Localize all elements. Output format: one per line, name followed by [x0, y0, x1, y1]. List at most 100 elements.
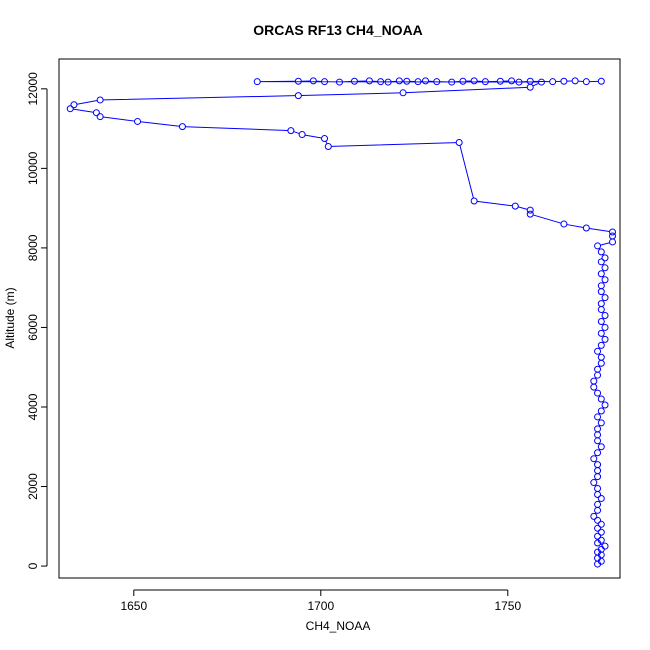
data-point: [496, 77, 504, 85]
data-point: [294, 77, 302, 85]
data-point: [594, 371, 602, 379]
data-point: [594, 506, 602, 514]
data-point: [594, 500, 602, 508]
data-point: [594, 413, 602, 421]
data-point: [597, 419, 605, 427]
data-point: [594, 425, 602, 433]
data-point: [414, 78, 422, 86]
data-point: [597, 494, 605, 502]
y-tick-label: 8000: [26, 234, 40, 261]
data-point: [597, 353, 605, 361]
data-point: [601, 312, 609, 320]
data-point: [403, 77, 411, 85]
data-point: [365, 77, 373, 85]
data-point: [594, 347, 602, 355]
data-point: [597, 77, 605, 85]
data-point: [609, 228, 617, 236]
data-point: [597, 341, 605, 349]
chart-title: ORCAS RF13 CH4_NOAA: [253, 22, 423, 38]
data-point: [601, 264, 609, 272]
data-point: [470, 77, 478, 85]
data-point: [594, 389, 602, 397]
data-point: [590, 383, 598, 391]
data-point: [601, 276, 609, 284]
data-point: [597, 536, 605, 544]
data-point: [582, 224, 590, 232]
data-point: [377, 78, 385, 86]
data-point: [549, 78, 557, 86]
data-point: [597, 306, 605, 314]
data-point: [597, 282, 605, 290]
data-point: [350, 77, 358, 85]
data-point: [597, 248, 605, 256]
y-tick-label: 6000: [26, 314, 40, 341]
data-point: [594, 242, 602, 250]
data-point: [594, 365, 602, 373]
data-point: [526, 210, 534, 218]
data-point: [96, 96, 104, 104]
data-point: [399, 89, 407, 97]
data-point: [422, 77, 430, 85]
data-point: [508, 77, 516, 85]
data-point: [287, 127, 295, 135]
data-point: [134, 117, 142, 125]
data-point: [590, 479, 598, 487]
data-point: [560, 77, 568, 85]
data-point: [597, 317, 605, 325]
data-point: [594, 485, 602, 493]
x-tick-label: 1750: [494, 599, 521, 613]
data-point: [597, 300, 605, 308]
data-point: [594, 461, 602, 469]
data-point: [597, 288, 605, 296]
data-point: [321, 78, 329, 86]
series-group: [66, 77, 617, 568]
data-point: [336, 78, 343, 86]
data-point: [597, 359, 605, 367]
y-axis-title: Altitude (m): [3, 287, 17, 348]
data-point: [601, 254, 609, 262]
data-point: [601, 335, 609, 343]
data-point: [594, 490, 602, 498]
data-point: [597, 407, 605, 415]
data-point: [321, 135, 329, 143]
data-point: [597, 528, 605, 536]
data-point: [590, 512, 598, 520]
data-point: [594, 516, 602, 524]
data-point: [594, 467, 602, 475]
data-point: [597, 443, 605, 451]
data-point: [582, 78, 590, 86]
data-point: [594, 437, 602, 445]
data-point: [537, 78, 545, 86]
y-axis: 0 2000 4000 6000 8000 10000 12000: [26, 72, 48, 569]
data-point: [597, 270, 605, 278]
data-point: [597, 395, 605, 403]
x-axis-title: CH4_NOAA: [306, 619, 371, 633]
data-point: [481, 78, 489, 86]
data-point: [470, 197, 478, 205]
data-point: [324, 142, 332, 150]
data-point: [253, 78, 261, 86]
data-point: [594, 431, 602, 439]
data-point: [92, 109, 100, 117]
y-tick-label: 2000: [26, 473, 40, 500]
data-point: [309, 77, 317, 85]
data-point: [571, 77, 579, 85]
data-point: [515, 78, 523, 86]
data-point: [96, 113, 104, 121]
y-tick-label: 0: [26, 562, 40, 569]
data-point: [433, 78, 441, 86]
data-point: [455, 139, 463, 147]
data-point: [597, 258, 605, 266]
y-tick-label: 12000: [26, 72, 40, 106]
data-point: [597, 329, 605, 337]
data-point: [594, 532, 602, 540]
data-point: [601, 323, 609, 331]
data-point: [601, 294, 609, 302]
data-point: [601, 401, 609, 409]
series-line: [73, 80, 610, 546]
data-point: [597, 520, 605, 528]
data-point: [594, 524, 602, 532]
data-point: [384, 78, 392, 86]
y-tick-label: 10000: [26, 151, 40, 185]
